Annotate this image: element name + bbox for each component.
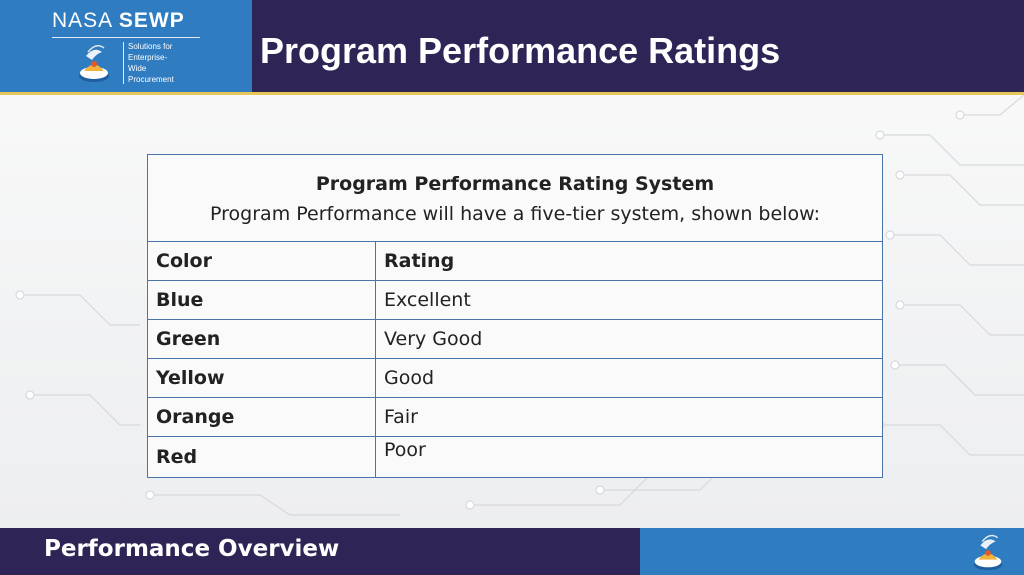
circuit-background-graphic [15,95,1024,516]
table-caption-cell: Program Performance Rating System Progra… [146,154,884,242]
table-row: Green Very Good [147,319,884,359]
footer-section-title: Performance Overview [44,536,340,562]
rating-cell-fair: Fair [374,397,884,437]
table-row: Red Poor [147,436,884,478]
logo-divider [52,37,200,38]
rating-cell-poor: Poor [374,436,884,478]
color-cell-blue: Blue [147,280,376,320]
table-row: Blue Excellent [147,280,884,320]
rating-cell-very-good: Very Good [374,319,884,359]
logo-tagline: Solutions for Enterprise- Wide Procureme… [128,42,174,84]
color-cell-orange: Orange [147,397,376,437]
table-caption-subtitle: Program Performance will have a five-tie… [210,203,820,225]
footer-panel-right [640,528,1024,575]
footer-sewp-emblem-icon [973,534,1003,571]
table-caption-title: Program Performance Rating System [315,173,715,195]
header-accent-rule [0,92,1024,95]
table-row: Yellow Good [147,358,884,398]
rating-cell-excellent: Excellent [374,280,884,320]
logo-wordmark-nasa: NASA [52,9,119,32]
table-caption-row: Program Performance Rating System Progra… [146,154,884,242]
table-row: Orange Fair [147,397,884,437]
header-rating: Rating [374,241,884,281]
color-cell-red: Red [147,436,376,478]
sewp-emblem-icon [79,45,109,82]
color-cell-green: Green [147,319,376,359]
page-title: Program Performance Ratings [260,30,781,71]
logo-wordmark: NASA SEWP [52,9,185,33]
rating-cell-good: Good [374,358,884,398]
logo-panel [0,0,252,92]
logo-wordmark-sewp: SEWP [118,9,185,32]
color-cell-yellow: Yellow [147,358,376,398]
header-color: Color [147,241,376,281]
title-panel [252,0,1024,92]
logo-vertical-divider [123,42,124,84]
footer-panel-left [0,528,640,575]
rating-table: Program Performance Rating System Progra… [146,154,884,478]
table-header-row: Color Rating [147,241,884,281]
